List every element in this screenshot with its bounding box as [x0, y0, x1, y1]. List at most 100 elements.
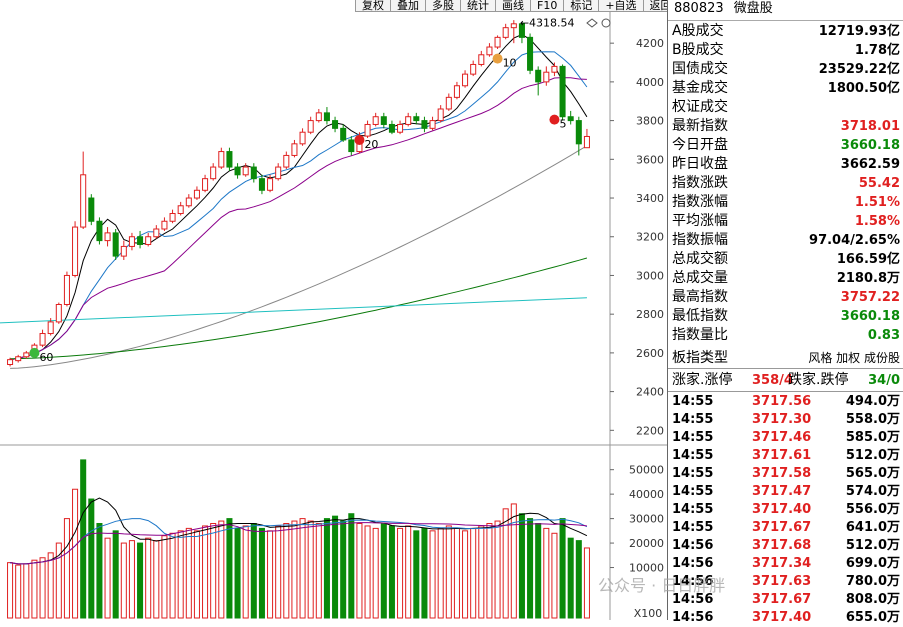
candle-body — [153, 228, 160, 238]
volume-bar — [7, 562, 14, 619]
volume-tick-label: 20000 — [629, 537, 664, 550]
volume-bar — [161, 535, 168, 619]
index-type-value[interactable]: 风格 加权 成份股 — [808, 351, 900, 365]
toolbar-button-6[interactable]: 标记 — [563, 0, 599, 12]
candle-body — [177, 205, 184, 215]
tick-time: 14:55 — [672, 484, 714, 499]
volume-tick-label: 50000 — [629, 464, 664, 477]
stat-label: 权证成交 — [672, 99, 728, 115]
volume-bar — [356, 523, 363, 619]
toolbar-button-5[interactable]: F10 — [530, 0, 564, 12]
volume-bar — [364, 525, 371, 619]
tick-row: 14:55 3717.40 556.0万 — [672, 501, 900, 519]
index-name: 微盘股 — [733, 1, 773, 16]
tick-time: 14:55 — [672, 430, 714, 445]
tick-row: 14:55 3717.47 574.0万 — [672, 483, 900, 501]
volume-bar — [250, 523, 257, 619]
volume-bar — [323, 518, 330, 619]
stat-value: 1800.50亿 — [827, 81, 900, 96]
up-count-value: 358/4 — [752, 373, 793, 388]
toolbar-button-2[interactable]: 多股 — [425, 0, 460, 12]
tick-volume: 494.0万 — [845, 394, 900, 409]
tick-price: 3717.47 — [752, 484, 812, 499]
volume-bar — [567, 537, 574, 619]
candle-body — [575, 120, 582, 145]
toolbar-button-1[interactable]: 叠加 — [390, 0, 425, 12]
candle-body — [258, 178, 265, 191]
volume-bar — [510, 503, 517, 619]
signal-marker-icon — [354, 134, 365, 145]
candle-body — [250, 166, 257, 180]
tick-row: 14:56 3717.40 655.0万 — [672, 609, 900, 627]
volume-bar — [169, 532, 176, 619]
toolbar-button-7[interactable]: +自选 — [598, 0, 643, 12]
toolbar-button-0[interactable]: 复权 — [355, 0, 390, 12]
candle-body — [453, 85, 460, 98]
candle-body — [291, 143, 298, 156]
candle-body — [429, 120, 436, 129]
stat-label: 国债成交 — [672, 61, 728, 77]
stat-row: 总成交量 2180.8万 — [672, 269, 900, 288]
toolbar-button-3[interactable]: 统计 — [460, 0, 495, 12]
price-tick-label: 2200 — [636, 424, 664, 437]
signal-marker-label: 60 — [39, 351, 53, 364]
stat-row: 国债成交 23529.22亿 — [672, 60, 900, 79]
ma250-line — [0, 297, 587, 324]
index-header: 880823 微盘股 — [668, 0, 903, 21]
candle-body — [551, 65, 558, 73]
stat-row: 最高指数 3757.22 — [672, 288, 900, 307]
tick-row: 14:55 3717.30 558.0万 — [672, 411, 900, 429]
price-tick-label: 3000 — [636, 269, 664, 282]
tick-row: 14:55 3717.46 585.0万 — [672, 429, 900, 447]
stat-value: 97.04/2.65% — [809, 233, 900, 248]
stat-row: 指数量比 0.83 — [672, 326, 900, 345]
candle-body — [397, 123, 404, 133]
stat-label: 今日开盘 — [672, 137, 728, 153]
toolbar-button-4[interactable]: 画线 — [495, 0, 530, 12]
tick-price: 3717.58 — [752, 466, 812, 481]
candle-body — [559, 65, 566, 118]
volume-bar — [47, 552, 54, 619]
candle-body — [478, 54, 485, 65]
stat-label: 昨日收盘 — [672, 156, 728, 172]
stat-value: 3718.01 — [840, 119, 900, 134]
stat-value: 3660.18 — [840, 309, 900, 324]
candle-body — [120, 245, 127, 257]
volume-bar — [31, 559, 38, 619]
stat-row: 指数涨幅 1.51% — [672, 193, 900, 212]
stat-value: 23529.22亿 — [818, 62, 900, 77]
candle-body — [299, 131, 306, 145]
candlestick-chart[interactable]: 2200 2400 2600 2800 3000 3200 3400 3600 3800 4000… — [0, 0, 667, 620]
stat-value: 1.51% — [854, 195, 900, 210]
breadth-row: 涨家.涨停 358/4 跌家.跌停 34/0 — [672, 371, 900, 390]
quote-panel: 880823 微盘股 A股成交 12719.93亿 B股成交 1.78亿 国债成交 235… — [667, 0, 903, 625]
volume-bar — [453, 527, 460, 619]
ma20-line — [10, 77, 587, 361]
volume-bar — [429, 530, 436, 619]
price-tick-label: 2600 — [636, 347, 664, 360]
volume-bar — [551, 532, 558, 619]
volume-bar — [291, 520, 298, 619]
volume-bar — [372, 527, 379, 619]
candle-body — [193, 189, 200, 199]
candle-body — [583, 135, 590, 149]
price-tick-label: 4000 — [636, 76, 664, 89]
ma5-line — [10, 34, 588, 361]
tick-time: 14:56 — [672, 610, 714, 625]
tick-time: 14:56 — [672, 574, 714, 589]
volume-bar — [80, 459, 87, 619]
candle-body — [421, 120, 428, 129]
candle-body — [364, 123, 371, 137]
index-type-label: 板指类型 — [672, 350, 728, 366]
tick-time: 14:56 — [672, 592, 714, 607]
candle-body — [55, 303, 62, 323]
up-count-label: 涨家.涨停 — [672, 372, 733, 388]
candle-body — [405, 116, 412, 125]
candle-body — [518, 23, 525, 38]
tick-volume: 512.0万 — [845, 448, 900, 463]
volume-tick-label: 40000 — [629, 488, 664, 501]
tick-volume: 512.0万 — [845, 538, 900, 553]
volume-bar — [226, 518, 233, 619]
volume-bar — [112, 530, 119, 619]
volume-bar — [421, 527, 428, 619]
